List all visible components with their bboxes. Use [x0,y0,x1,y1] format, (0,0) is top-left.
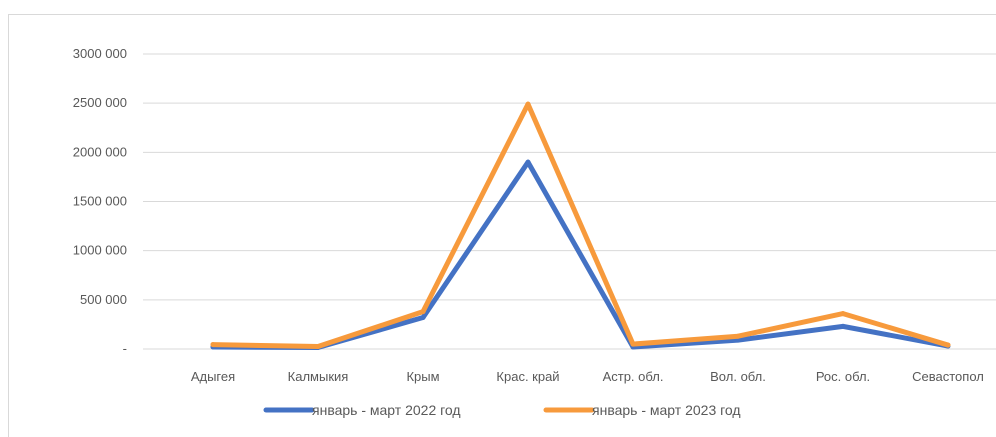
legend-label: январь - март 2022 год [312,402,461,418]
data-point [840,311,846,317]
y-tick-label: 1500 000 [73,194,127,209]
data-point [735,337,741,343]
y-tick-label: 500 000 [80,292,127,307]
data-point [315,344,321,350]
x-tick-label: Астр. обл. [603,369,664,384]
chart-frame [8,14,996,437]
y-tick-label: 1000 000 [73,243,127,258]
data-point [420,309,426,315]
x-tick-label: Севастопол [912,369,984,384]
data-point [525,159,531,165]
gridlines [143,53,996,350]
data-point [420,315,426,321]
data-point [735,333,741,339]
data-point [945,342,951,348]
x-tick-label: Калмыкия [288,369,349,384]
y-tick-label: 2500 000 [73,95,127,110]
series-line-1 [210,159,951,351]
series-lines [210,101,951,351]
y-axis-ticks: - 500 000 1000 000 1500 000 2000 000 2500 000… [73,46,127,356]
data-point [525,101,531,107]
series-line-2 [210,101,951,350]
x-tick-label: Крым [406,369,439,384]
x-tick-label: Адыгея [191,369,235,384]
legend: январь - март 2022 год январь - март 2023… [263,402,741,418]
x-tick-label: Вол. обл. [710,369,766,384]
y-tick-label: 2000 000 [73,144,127,159]
x-tick-label: Крас. край [496,369,559,384]
data-point [840,323,846,329]
x-axis-ticks: Адыгея Калмыкия Крым Крас. край Астр. обл. Во… [191,369,984,384]
y-tick-label: 3000 000 [73,46,127,61]
x-tick-label: Рос. обл. [816,369,870,384]
data-point [630,341,636,347]
data-point [210,342,216,348]
y-tick-label: - [123,341,127,356]
legend-label: январь - март 2023 год [592,402,741,418]
